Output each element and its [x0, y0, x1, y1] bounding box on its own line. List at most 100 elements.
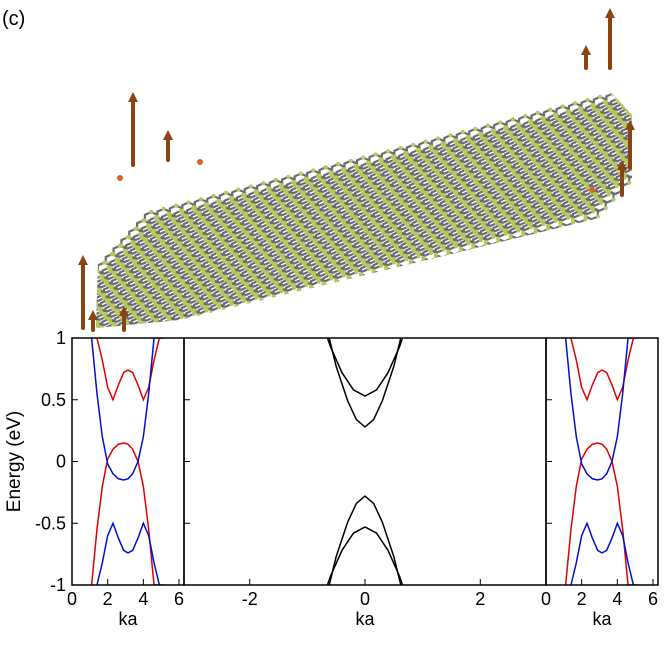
- carbon-atom: [373, 236, 378, 241]
- carbon-atom: [477, 164, 482, 169]
- carbon-atom: [376, 222, 381, 227]
- carbon-atom: [621, 153, 626, 158]
- carbon-atom: [416, 202, 422, 207]
- carbon-atom: [220, 236, 225, 242]
- carbon-atom: [539, 203, 545, 208]
- carbon-atom: [280, 183, 285, 188]
- carbon-atom: [261, 181, 266, 186]
- carbon-atom: [429, 199, 434, 204]
- carbon-atom: [132, 310, 138, 315]
- carbon-atom: [501, 142, 506, 147]
- carbon-atom: [192, 311, 197, 316]
- carbon-atom: [424, 242, 429, 247]
- carbon-atom: [317, 224, 322, 230]
- carbon-atom: [490, 164, 495, 169]
- carbon-atom: [369, 249, 375, 255]
- carbon-atom: [502, 158, 507, 163]
- carbon-atom: [239, 206, 244, 211]
- carbon-atom: [521, 178, 526, 184]
- carbon-atom: [319, 262, 325, 267]
- carbon-atom: [198, 281, 203, 286]
- carbon-atom: [516, 228, 521, 233]
- carbon-atom: [480, 150, 486, 156]
- carbon-atom: [402, 238, 407, 243]
- carbon-atom: [535, 194, 540, 199]
- carbon-atom: [331, 243, 336, 249]
- carbon-atom: [234, 307, 239, 312]
- carbon-atom: [354, 163, 360, 169]
- carbon-atom: [532, 156, 537, 162]
- carbon-atom: [509, 133, 514, 139]
- carbon-atom: [527, 151, 532, 156]
- carbon-atom: [131, 240, 137, 245]
- carbon-atom: [469, 224, 474, 229]
- carbon-atom: [176, 276, 181, 282]
- carbon-atom: [256, 263, 261, 268]
- carbon-atom: [329, 221, 334, 226]
- carbon-atom: [541, 167, 546, 172]
- carbon-atom: [257, 227, 263, 232]
- carbon-atom: [515, 158, 520, 163]
- carbon-atom: [155, 218, 160, 223]
- carbon-atom: [603, 205, 608, 211]
- carbon-atom: [349, 213, 355, 218]
- carbon-atom: [544, 205, 549, 210]
- carbon-atom: [444, 230, 449, 235]
- carbon-atom: [321, 230, 326, 235]
- carbon-atom: [125, 319, 130, 324]
- carbon-atom: [309, 236, 314, 241]
- carbon-atom: [148, 293, 153, 299]
- carbon-atom: [596, 162, 601, 168]
- carbon-atom: [530, 189, 535, 194]
- carbon-atom: [112, 322, 117, 327]
- carbon-atom: [122, 281, 127, 286]
- carbon-atom: [482, 172, 487, 178]
- carbon-atom: [595, 214, 600, 219]
- carbon-atom: [276, 251, 281, 256]
- carbon-atom: [435, 136, 441, 141]
- carbon-atom: [229, 250, 235, 255]
- carbon-atom: [272, 191, 277, 196]
- y-tick-label: 1: [56, 330, 66, 348]
- carbon-atom: [610, 124, 615, 129]
- carbon-atom: [139, 286, 144, 291]
- carbon-atom: [460, 165, 465, 170]
- carbon-atom: [566, 160, 571, 166]
- carbon-atom: [114, 292, 119, 298]
- carbon-atom: [342, 218, 347, 223]
- carbon-atom: [424, 245, 429, 250]
- carbon-atom: [169, 230, 174, 236]
- band-plot-panel-2: -2 0 2ka: [183, 337, 547, 629]
- carbon-atom: [565, 145, 570, 150]
- carbon-atom: [292, 231, 297, 236]
- carbon-atom: [579, 109, 584, 114]
- carbon-atom: [528, 221, 533, 227]
- carbon-atom: [619, 137, 624, 142]
- carbon-atom: [248, 271, 253, 276]
- carbon-atom: [559, 121, 564, 126]
- hexagon-ring: [640, 149, 652, 160]
- carbon-atom: [286, 210, 291, 215]
- carbon-atom: [427, 180, 433, 185]
- carbon-atom: [242, 192, 247, 197]
- carbon-atom: [128, 305, 133, 310]
- carbon-atom: [377, 241, 382, 246]
- carbon-atom: [600, 168, 605, 173]
- carbon-atom: [341, 273, 346, 278]
- carbon-atom: [323, 165, 328, 170]
- carbon-atom: [502, 161, 507, 166]
- carbon-atom: [106, 298, 111, 303]
- carbon-atom: [453, 244, 459, 249]
- carbon-atom: [291, 282, 297, 287]
- carbon-atom: [547, 194, 552, 199]
- carbon-atom: [306, 247, 311, 252]
- carbon-atom: [236, 220, 241, 225]
- carbon-atom: [397, 233, 403, 238]
- carbon-atom: [436, 239, 442, 244]
- carbon-atom: [97, 290, 102, 296]
- carbon-atom: [186, 200, 191, 205]
- carbon-atom: [513, 187, 518, 192]
- carbon-atom: [458, 194, 464, 200]
- carbon-atom: [159, 220, 165, 225]
- carbon-atom: [128, 308, 133, 313]
